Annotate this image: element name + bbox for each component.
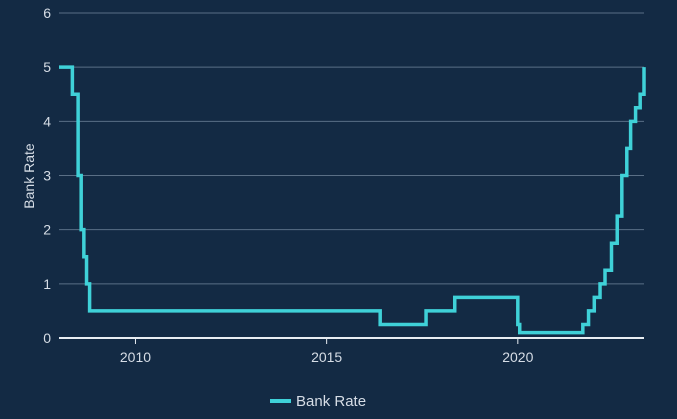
- legend[interactable]: Bank Rate: [270, 393, 366, 410]
- y-axis-title: Bank Rate: [21, 143, 37, 209]
- data-point[interactable]: [71, 90, 79, 98]
- data-point[interactable]: [579, 320, 587, 328]
- data-point[interactable]: [422, 307, 430, 315]
- axis-layer: 0 1 2 3 4 5 6 2010 2015 2020: [43, 5, 644, 365]
- data-point[interactable]: [623, 144, 631, 152]
- data-point[interactable]: [613, 212, 621, 220]
- data-point[interactable]: [77, 226, 85, 234]
- data-point[interactable]: [608, 239, 616, 247]
- data-point[interactable]: [632, 104, 640, 112]
- legend-label: Bank Rate: [296, 393, 366, 410]
- x-tick-label: 2010: [120, 349, 151, 365]
- y-tick-label: 3: [43, 168, 51, 184]
- x-tick-label: 2015: [311, 349, 342, 365]
- data-point[interactable]: [83, 280, 91, 288]
- data-point[interactable]: [627, 117, 635, 125]
- series-line-bank-rate[interactable]: [59, 65, 646, 335]
- data-point[interactable]: [640, 63, 648, 71]
- data-point[interactable]: [65, 63, 73, 71]
- data-point[interactable]: [80, 253, 88, 261]
- y-tick-label: 2: [43, 222, 51, 238]
- x-tick-label: 2020: [502, 349, 533, 365]
- y-tick-label: 1: [43, 276, 51, 292]
- data-point[interactable]: [636, 90, 644, 98]
- data-point[interactable]: [74, 172, 82, 180]
- data-point[interactable]: [596, 280, 604, 288]
- y-tick-label: 4: [43, 113, 51, 129]
- y-tick-label: 0: [43, 330, 51, 346]
- data-point[interactable]: [514, 320, 522, 328]
- data-point[interactable]: [601, 266, 609, 274]
- y-tick-label: 5: [43, 59, 51, 75]
- data-point[interactable]: [86, 307, 94, 315]
- series-layer: [55, 63, 648, 337]
- data-point[interactable]: [590, 293, 598, 301]
- grid-layer: [59, 12, 644, 285]
- data-point[interactable]: [55, 63, 63, 71]
- data-point[interactable]: [451, 293, 459, 301]
- data-point[interactable]: [376, 320, 384, 328]
- data-point[interactable]: [585, 307, 593, 315]
- data-point[interactable]: [516, 329, 524, 337]
- data-point[interactable]: [618, 172, 626, 180]
- y-tick-label: 6: [43, 5, 51, 21]
